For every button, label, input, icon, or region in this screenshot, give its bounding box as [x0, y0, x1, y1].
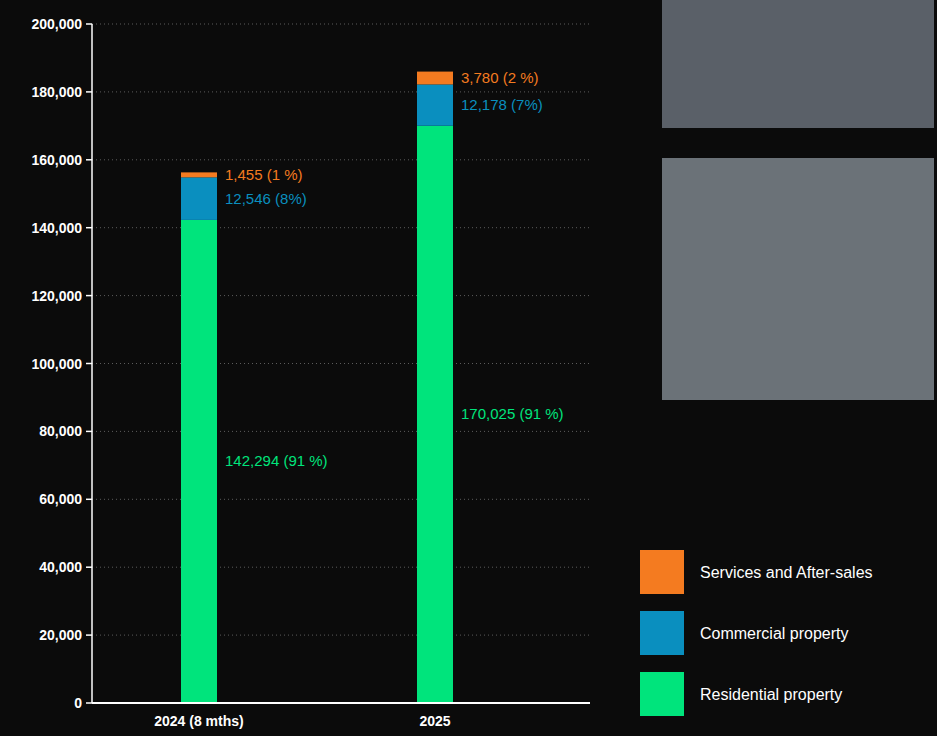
- data-label: 170,025 (91 %): [461, 405, 564, 422]
- bars: [181, 72, 453, 703]
- data-label: 142,294 (91 %): [225, 452, 328, 469]
- grid-line: [92, 363, 590, 364]
- bar-segment: [181, 220, 217, 703]
- bar-segment: [417, 126, 453, 703]
- tick-mark: [86, 23, 92, 25]
- grid-line: [92, 159, 590, 160]
- grid-line: [92, 24, 590, 25]
- category-label: 2025: [419, 713, 450, 729]
- grid-line: [92, 91, 590, 92]
- legend-label: Residential property: [700, 686, 842, 703]
- tick-label: 100,000: [31, 356, 82, 372]
- legend-label: Commercial property: [700, 625, 848, 642]
- tick-mark: [86, 566, 92, 568]
- tick-label: 40,000: [39, 559, 82, 575]
- grid-line: [92, 567, 590, 568]
- legend-swatch: [640, 611, 684, 655]
- page: {"chart_data": {"type": "bar", "stacked"…: [0, 0, 937, 736]
- tick-label: 80,000: [39, 423, 82, 439]
- x-axis: [92, 702, 590, 704]
- data-label: 12,178 (7%): [461, 96, 543, 113]
- grid-line: [92, 635, 590, 636]
- tick-label: 120,000: [31, 288, 82, 304]
- grid-line: [92, 431, 590, 432]
- bar-segment: [181, 177, 217, 220]
- grid-line: [92, 499, 590, 500]
- tick-label: 20,000: [39, 627, 82, 643]
- grid-line: [92, 227, 590, 228]
- tick-mark: [86, 634, 92, 636]
- tick-label: 0: [74, 695, 82, 711]
- data-label: 1,455 (1 %): [225, 166, 303, 183]
- photo: [662, 0, 934, 128]
- legend-label: Services and After-sales: [700, 564, 873, 581]
- tick-mark: [86, 295, 92, 297]
- tick-mark: [86, 227, 92, 229]
- grid-line: [92, 295, 590, 296]
- bar-segment: [417, 72, 453, 85]
- tick-label: 60,000: [39, 491, 82, 507]
- tick-mark: [86, 702, 92, 704]
- tick-label: 180,000: [31, 84, 82, 100]
- tick-mark: [86, 363, 92, 365]
- y-axis: [91, 24, 93, 703]
- bar-segment: [417, 84, 453, 125]
- photo: [662, 158, 934, 400]
- legend-swatch: [640, 550, 684, 594]
- background: [0, 0, 937, 736]
- data-label: 12,546 (8%): [225, 190, 307, 207]
- tick-mark: [86, 499, 92, 501]
- tick-mark: [86, 91, 92, 93]
- legend-swatch: [640, 672, 684, 716]
- tick-mark: [86, 159, 92, 161]
- tick-label: 200,000: [31, 16, 82, 32]
- tick-mark: [86, 431, 92, 433]
- data-label: 3,780 (2 %): [461, 69, 539, 86]
- tick-label: 160,000: [31, 152, 82, 168]
- chart: 0 20,000 40,000 60,000 80,000 100,000 120,000 1…: [0, 0, 937, 736]
- tick-label: 140,000: [31, 220, 82, 236]
- bar-segment: [181, 172, 217, 177]
- category-label: 2024 (8 mths): [154, 713, 243, 729]
